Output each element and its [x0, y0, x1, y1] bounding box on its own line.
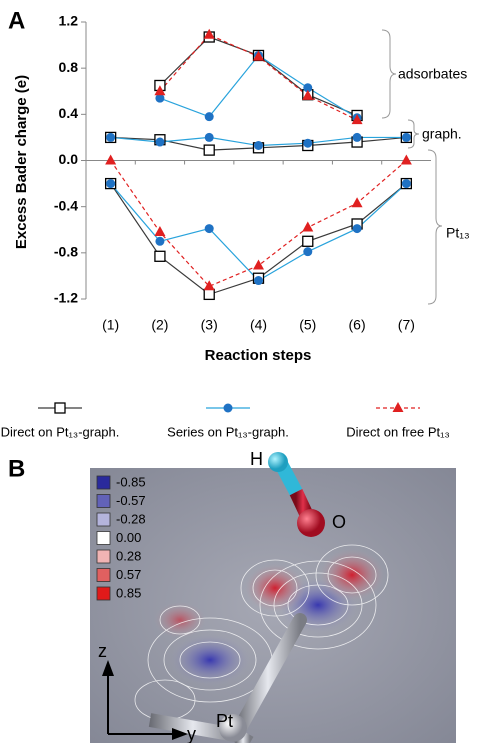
marker: [254, 140, 263, 150]
marker: [106, 132, 116, 142]
arrowhead: [102, 660, 114, 676]
marker: [302, 221, 314, 232]
x-tick-label: (7): [398, 317, 415, 333]
x-tick-label: (6): [349, 317, 366, 333]
marker: [154, 250, 166, 262]
colorbar-label: 0.85: [116, 585, 141, 600]
colorbar-label: 0.28: [116, 548, 141, 563]
legend-label: Series on Pt₁₃-graph.: [167, 424, 289, 439]
axis-name: y: [187, 724, 196, 743]
group-label: adsorbates: [398, 66, 467, 82]
atom: [219, 714, 247, 742]
legend-marker: [54, 402, 66, 414]
legend-marker: [392, 402, 404, 412]
bracket: [407, 119, 420, 149]
density-lobe: [245, 564, 305, 612]
atom-label: Pt: [216, 711, 233, 731]
y-axis-label: Excess Bader charge (e): [13, 75, 30, 249]
density-lobe: [154, 602, 206, 638]
series-line: [159, 33, 358, 121]
panel-label: A: [8, 7, 25, 34]
marker: [154, 85, 166, 96]
x-tick-label: (2): [151, 317, 168, 333]
marker: [203, 288, 215, 301]
axis-name: z: [98, 641, 107, 661]
marker: [204, 224, 214, 234]
marker: [253, 50, 264, 61]
marker: [302, 89, 314, 100]
marker: [155, 93, 165, 103]
marker: [254, 276, 263, 286]
marker: [203, 280, 215, 291]
marker: [203, 144, 215, 156]
atom-label: O: [332, 512, 346, 532]
marker: [351, 197, 363, 208]
group-label: graph.: [422, 126, 462, 142]
x-tick-label: (1): [102, 317, 119, 333]
bond: [229, 613, 307, 742]
colorbar-swatch: [96, 568, 111, 582]
atom-label: H: [250, 449, 263, 469]
y-tick-label: -0.8: [54, 244, 78, 260]
colorbar-swatch: [96, 586, 111, 601]
y-tick-label: -1.2: [54, 290, 78, 306]
y-tick-label: 0.4: [59, 105, 79, 121]
marker: [155, 137, 165, 147]
colorbar-label: -0.57: [116, 493, 146, 508]
marker: [204, 132, 214, 142]
series-line: [159, 36, 358, 117]
marker: [106, 179, 116, 189]
x-tick-label: (5): [299, 317, 316, 333]
panel-b: B H O Pt z y -0.85 -0.57 -0.28 0.00 0.28: [8, 449, 456, 743]
colorbar-swatch: [96, 549, 111, 564]
x-tick-label: (4): [250, 317, 267, 333]
colorbar-swatch: [96, 475, 111, 490]
marker: [253, 259, 264, 270]
y-tick-label: 1.2: [59, 13, 79, 29]
y-tick-label: 0.0: [59, 151, 79, 167]
atom: [297, 509, 325, 537]
colorbar-label: 0.57: [116, 567, 141, 582]
bracket: [427, 149, 443, 305]
marker: [351, 114, 363, 125]
colorbar-label: -0.28: [116, 511, 146, 526]
marker: [302, 235, 314, 247]
colorbar-swatch: [96, 494, 111, 508]
colorbar-swatch: [96, 512, 111, 527]
marker: [303, 138, 313, 148]
colorbar-label: -0.85: [116, 474, 146, 489]
marker: [401, 132, 411, 142]
x-tick-label: (3): [201, 317, 218, 333]
panel-a: A Excess Bader charge (e) Reaction steps: [8, 7, 443, 364]
marker: [400, 154, 412, 165]
arrowhead: [172, 728, 188, 740]
marker: [155, 236, 165, 246]
marker: [303, 247, 313, 257]
series-line: [159, 54, 358, 119]
legend-label: Direct on Pt₁₃-graph.: [1, 424, 120, 439]
marker: [203, 28, 215, 39]
legend-marker: [223, 403, 233, 413]
marker: [154, 226, 166, 237]
y-tick-label: 0.8: [59, 59, 79, 75]
marker: [105, 154, 117, 165]
colorbar-label: 0.00: [116, 530, 141, 545]
marker: [204, 112, 214, 122]
atom: [268, 452, 288, 472]
marker: [352, 224, 362, 234]
marker: [401, 179, 411, 189]
colorbar-swatch: [96, 531, 111, 545]
marker: [352, 132, 362, 142]
marker: [303, 83, 313, 93]
y-tick-label: -0.4: [54, 197, 78, 213]
group-label: Pt₁₃: [446, 225, 470, 241]
panel-label: B: [8, 455, 25, 482]
bracket: [381, 29, 397, 119]
legend-label: Direct on free Pt₁₃: [346, 424, 450, 439]
colorbar: -0.85 -0.57 -0.28 0.00 0.28 0.57 0.85: [96, 474, 146, 601]
x-axis-label: Reaction steps: [205, 347, 312, 364]
